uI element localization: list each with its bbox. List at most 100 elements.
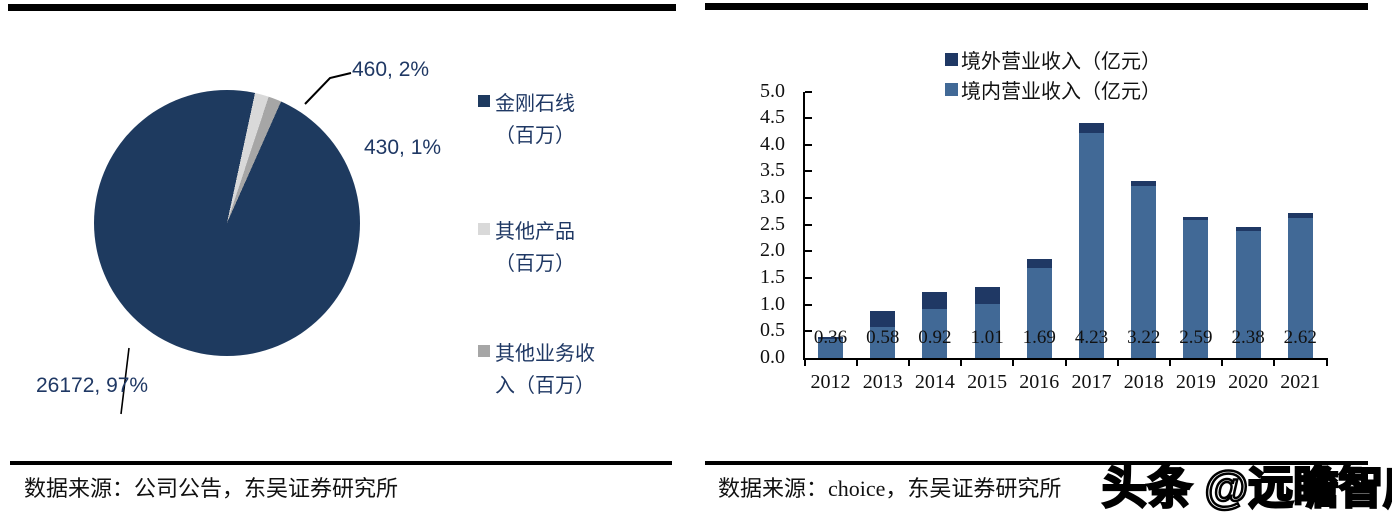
bar-data-label: 3.22	[1127, 327, 1161, 348]
legend-swatch-other-products-icon	[478, 223, 490, 235]
y-axis-tick	[805, 250, 812, 253]
bar-data-label: 0.58	[866, 327, 900, 348]
y-axis-label: 4.5	[760, 106, 785, 129]
legend-swatch-domestic-icon	[945, 82, 958, 96]
bar-data-label: 2.62	[1283, 327, 1317, 348]
legend-label-line2: 入（百万）	[495, 375, 595, 397]
y-axis-tick	[805, 117, 812, 120]
bar-legend: 境外营业收入（亿元） 境内营业收入（亿元）	[945, 44, 1161, 104]
bar-segment-domestic	[1235, 231, 1261, 358]
x-axis-tick	[1221, 360, 1224, 366]
bar-segment-domestic	[974, 304, 1000, 358]
y-axis-tick	[805, 90, 812, 93]
x-axis-category-label: 2017	[1071, 371, 1112, 393]
bar-segment-domestic	[1131, 186, 1157, 358]
y-axis-label: 5.0	[760, 79, 785, 102]
legend-label-line1: 金刚石线	[495, 93, 575, 115]
y-axis-label: 3.5	[760, 159, 785, 182]
x-axis-line	[803, 358, 1328, 360]
x-axis-category-label: 2015	[967, 371, 1008, 393]
y-axis-label: 1.0	[760, 292, 785, 315]
pie-chart	[94, 90, 360, 356]
y-axis-label: 0.5	[760, 319, 785, 342]
pie-label-diamond-wire: 26172, 97%	[36, 374, 149, 397]
y-axis-label: 3.0	[760, 186, 785, 209]
x-axis-tick	[803, 360, 806, 366]
bar-segment-overseas	[1183, 217, 1209, 220]
source-divider	[705, 461, 1368, 465]
x-axis-tick	[1325, 360, 1328, 366]
legend-label-line1: 其他业务收	[495, 343, 595, 365]
y-axis-tick	[805, 330, 812, 333]
legend-label-line1: 其他产品	[495, 221, 575, 243]
source-note: 数据来源：choice，东吴证券研究所	[718, 476, 1062, 501]
x-axis-category-label: 2014	[914, 371, 955, 393]
pie-legend-item-diamond-wire: 金刚石线 （百万）	[478, 88, 575, 152]
x-axis-tick	[1012, 360, 1015, 366]
legend-item-domestic: 境内营业收入（亿元）	[945, 74, 1161, 104]
bar-segment-domestic	[1287, 218, 1313, 358]
pie-label-other-products: 460, 2%	[352, 58, 430, 81]
bar-segment-overseas	[870, 311, 896, 328]
bar-segment-domestic	[1183, 219, 1209, 358]
pie-legend-item-other-business: 其他业务收 入（百万）	[478, 338, 595, 402]
bar-segment-overseas	[1235, 227, 1261, 232]
y-axis-line	[803, 91, 805, 360]
legend-label-line2: （百万）	[495, 125, 575, 147]
legend-item-overseas: 境外营业收入（亿元）	[945, 44, 1161, 74]
x-axis-category-label: 2012	[810, 371, 851, 393]
y-axis-label: 4.0	[760, 132, 785, 155]
legend-label-domestic: 境内营业收入（亿元）	[961, 80, 1161, 103]
y-axis-tick	[805, 197, 812, 200]
x-axis-tick	[907, 360, 910, 366]
bar-segment-domestic	[1079, 132, 1104, 358]
x-axis-category-label: 2020	[1228, 371, 1269, 393]
x-axis-tick	[1064, 360, 1067, 366]
legend-swatch-diamond-wire-icon	[478, 95, 490, 107]
y-axis-tick	[805, 277, 812, 280]
panel-top-rule	[705, 3, 1368, 10]
legend-swatch-overseas-icon	[945, 52, 958, 66]
y-axis-label: 2.5	[760, 212, 785, 235]
watermark: 头条 @远瞻智库	[1101, 461, 1392, 513]
bar-data-label: 0.92	[918, 327, 952, 348]
bar-chart-panel: 境外营业收入（亿元） 境内营业收入（亿元） 0.0 0.5 1.0 1.5 2.0 2.5…	[696, 0, 1392, 513]
legend-label-overseas: 境外营业收入（亿元）	[961, 50, 1161, 73]
x-axis-tick	[855, 360, 858, 366]
legend-swatch-other-business-icon	[478, 345, 490, 357]
y-axis-tick	[805, 170, 812, 173]
y-axis-label: 2.0	[760, 239, 785, 262]
bar-segment-domestic	[1026, 267, 1052, 358]
bar-data-label: 2.59	[1179, 327, 1213, 348]
x-axis-category-label: 2021	[1280, 371, 1321, 393]
bar-plot-area: 0.0 0.5 1.0 1.5 2.0 2.5 3.0 3.5 4.0 4.5 5.0 0.36 201…	[696, 0, 1392, 513]
bar-segment-overseas	[922, 291, 948, 309]
bar-data-label: 0.36	[813, 327, 848, 348]
x-axis-category-label: 2018	[1123, 371, 1164, 393]
bar-data-label: 2.38	[1231, 327, 1265, 348]
x-axis-category-label: 2016	[1019, 371, 1060, 393]
bar-segment-domestic	[818, 338, 843, 358]
panel-top-rule	[8, 4, 676, 11]
bar-segment-overseas	[818, 337, 843, 339]
source-note: 数据来源：公司公告，东吴证券研究所	[24, 476, 399, 501]
pie-chart-panel: 460, 2% 430, 1% 26172, 97% 金刚石线 （百万） 其他产…	[8, 4, 676, 501]
bar-segment-overseas	[1026, 258, 1052, 268]
bar-segment-overseas	[1287, 213, 1313, 219]
pie-legend-item-other-products: 其他产品 （百万）	[478, 216, 575, 280]
bar-segment-overseas	[1131, 180, 1157, 187]
x-axis-tick	[960, 360, 963, 366]
bar-segment-overseas	[1079, 123, 1104, 133]
x-axis-category-label: 2013	[862, 371, 903, 393]
y-axis-label: 1.5	[760, 266, 785, 289]
y-axis-tick	[805, 143, 812, 146]
x-axis-tick	[1168, 360, 1171, 366]
y-axis-tick	[805, 223, 812, 226]
bar-segment-domestic	[870, 327, 896, 358]
x-axis-category-label: 2019	[1175, 371, 1216, 393]
bar-segment-overseas	[974, 287, 1000, 305]
x-axis-tick	[1273, 360, 1276, 366]
source-divider	[10, 461, 672, 465]
y-axis-label: 0.0	[760, 346, 785, 368]
